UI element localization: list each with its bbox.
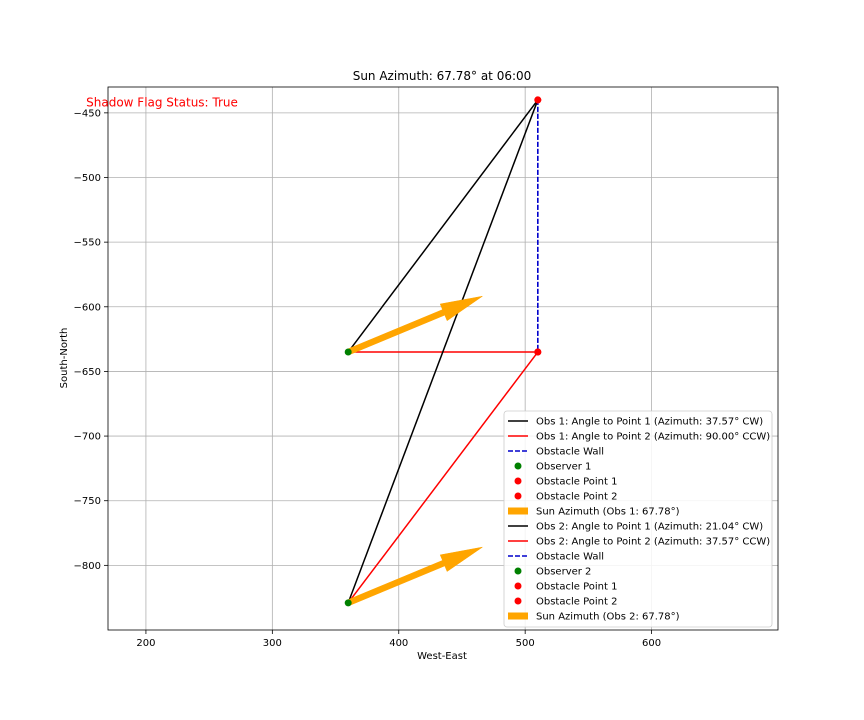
chart-title: Sun Azimuth: 67.78° at 06:00: [353, 69, 532, 83]
y-tick-label: −550: [74, 238, 101, 249]
plot-frame: [107, 86, 779, 631]
y-tick-label: −600: [74, 302, 101, 313]
y-tick-label: −800: [74, 561, 101, 572]
legend-entry: Sun Azimuth (Obs 1: 67.78°): [508, 507, 680, 518]
legend-entry: Obstacle Wall: [508, 552, 604, 563]
plot-data: [344, 96, 542, 607]
observer-1-point: [344, 348, 352, 356]
y-tick-label: −750: [74, 496, 101, 507]
legend: Obs 1: Angle to Point 1 (Azimuth: 37.57°…: [503, 410, 773, 628]
x-tick-label: 500: [516, 638, 535, 649]
legend-label: Observer 1: [536, 462, 591, 473]
legend-entry: Obs 2: Angle to Point 2 (Azimuth: 37.57°…: [508, 537, 770, 548]
obs-1-angle-to-point-1-azimuth-37-57-cw-line: [347, 99, 539, 353]
sun-azimuth-obs-1-67-78-arrow: [346, 295, 483, 356]
legend-label: Obs 2: Angle to Point 2 (Azimuth: 37.57°…: [536, 537, 770, 548]
legend-entry: Sun Azimuth (Obs 2: 67.78°): [508, 612, 680, 623]
legend-label: Sun Azimuth (Obs 1: 67.78°): [536, 507, 680, 518]
observer-2-point: [344, 599, 352, 607]
legend-label: Obstacle Point 1: [536, 582, 617, 593]
obstacle-point-2-point: [534, 348, 542, 356]
legend-swatch-marker: [514, 477, 522, 485]
x-tick-label: 300: [263, 638, 282, 649]
y-tick-label: −450: [74, 108, 101, 119]
y-tick-label: −650: [74, 367, 101, 378]
y-tick-label: −500: [74, 173, 101, 184]
legend-entry: Observer 1: [514, 462, 591, 473]
legend-entry: Obstacle Point 1: [514, 582, 617, 593]
legend-label: Obstacle Point 2: [536, 597, 617, 608]
x-tick-label: 400: [389, 638, 408, 649]
legend-label: Sun Azimuth (Obs 2: 67.78°): [536, 612, 680, 623]
legend-label: Obs 1: Angle to Point 1 (Azimuth: 37.57°…: [536, 417, 763, 428]
legend-swatch-marker: [514, 492, 522, 500]
legend-entry: Observer 2: [514, 567, 591, 578]
obs-2-angle-to-point-1-azimuth-21-04-cw-line: [347, 99, 539, 604]
x-tick-label: 200: [136, 638, 155, 649]
y-axis-label: South-North: [59, 328, 70, 389]
legend-label: Obs 2: Angle to Point 1 (Azimuth: 21.04°…: [536, 522, 763, 533]
legend-entry: Obstacle Point 2: [514, 492, 617, 503]
legend-swatch-marker: [514, 567, 522, 575]
legend-swatch-marker: [514, 582, 522, 590]
legend-entry: Obs 1: Angle to Point 2 (Azimuth: 90.00°…: [508, 432, 770, 443]
obs-2-angle-to-point-2-azimuth-37-57-ccw-line: [347, 351, 539, 604]
legend-entry: Obs 2: Angle to Point 1 (Azimuth: 21.04°…: [508, 522, 763, 533]
legend-label: Obstacle Wall: [536, 552, 604, 563]
legend-entry: Obstacle Point 1: [514, 477, 617, 488]
legend-box: [503, 410, 773, 628]
legend-label: Obstacle Wall: [536, 447, 604, 458]
legend-label: Obs 1: Angle to Point 2 (Azimuth: 90.00°…: [536, 432, 770, 443]
obstacle-point-1-point: [534, 96, 542, 104]
legend-swatch-arrow: [508, 507, 528, 515]
axis-ticks: 200 300 400 500 600 −450 −500 −550 −600 −650 −700 −…: [74, 108, 662, 649]
y-tick-label: −700: [74, 432, 101, 443]
legend-swatch-arrow: [508, 612, 528, 620]
legend-swatch-marker: [514, 462, 522, 470]
sun-azimuth-obs-2-67-78-arrow: [346, 546, 483, 606]
x-axis-label: West-East: [417, 651, 467, 662]
legend-label: Obstacle Point 1: [536, 477, 617, 488]
legend-label: Observer 2: [536, 567, 591, 578]
legend-entry: Obs 1: Angle to Point 1 (Azimuth: 37.57°…: [508, 417, 763, 428]
legend-entry: Obstacle Wall: [508, 447, 604, 458]
x-tick-label: 600: [642, 638, 661, 649]
legend-swatch-marker: [514, 597, 522, 605]
legend-entry: Obstacle Point 2: [514, 597, 617, 608]
shadow-flag-annotation: Shadow Flag Status: True: [86, 96, 238, 110]
legend-label: Obstacle Point 2: [536, 492, 617, 503]
